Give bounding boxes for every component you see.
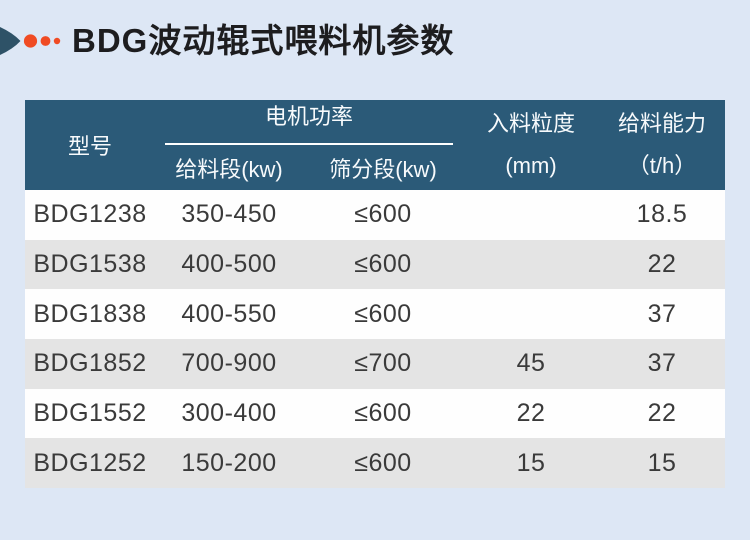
capacity-label-line1: 给料能力	[618, 111, 707, 136]
table-cell: 22	[647, 250, 677, 279]
table-cell	[463, 289, 599, 339]
arrow-dots-icon	[0, 27, 61, 55]
table-row: BDG1552 300-400 ≤600 22 22	[25, 388, 726, 439]
table-row: BDG1838 400-550 ≤600 37	[25, 289, 726, 340]
column-header-capacity: 给料能力 （t/h）	[599, 100, 726, 190]
table-row: BDG1238 350-450 ≤600 18.5	[25, 190, 726, 240]
feed-size-label-line2: (mm)	[505, 153, 557, 178]
table-row: BDG1852 700-900 ≤700 45 37	[25, 339, 726, 389]
table-header-row-2: 给料段(kw) 筛分段(kw)	[25, 145, 725, 190]
column-header-feed-section: 给料段(kw)	[155, 145, 303, 190]
table-cell: 37	[647, 349, 677, 378]
table-cell: ≤600	[354, 250, 412, 279]
table-cell	[463, 240, 599, 290]
table-cell: BDG1838	[33, 299, 147, 328]
table-cell: ≤600	[354, 399, 412, 428]
table-cell: 18.5	[636, 200, 688, 229]
title-bar: BDG波动辊式喂料机参数	[0, 21, 454, 61]
table-cell: 37	[647, 299, 677, 328]
table-cell: 400-500	[181, 250, 277, 279]
table-cell: BDG1852	[33, 349, 147, 378]
table-cell: 45	[516, 349, 546, 378]
funnel-shape	[0, 27, 21, 55]
column-header-feed-size: 入料粒度 (mm)	[463, 100, 600, 190]
column-header-model: 型号	[25, 100, 155, 190]
table-cell: BDG1252	[33, 448, 147, 477]
table-header-row-1: 型号 电机功率 入料粒度 (mm) 给料能力 （t/h）	[25, 100, 726, 190]
table-cell: BDG1238	[33, 200, 147, 229]
table-cell: ≤600	[354, 299, 412, 328]
dot-small	[53, 37, 61, 45]
table-cell: 22	[647, 399, 677, 428]
column-header-screen-section: 筛分段(kw)	[303, 145, 464, 190]
page-title: BDG波动辊式喂料机参数	[72, 22, 455, 59]
table-cell: 15	[516, 448, 546, 477]
table-cell: ≤600	[354, 200, 412, 229]
table-row: BDG1538 400-500 ≤600 22	[25, 239, 726, 290]
table-cell: 350-450	[181, 200, 277, 229]
column-header-motor-power: 电机功率	[155, 100, 464, 145]
table-body: BDG1238 350-450 ≤600 18.5 BDG1538 400-500 ≤600…	[25, 190, 726, 489]
table-cell: 150-200	[181, 448, 277, 477]
table-cell	[463, 190, 599, 240]
parameter-table: 型号 电机功率 入料粒度 (mm) 给料能力 （t/h） 给料段(kw) 筛分段…	[25, 100, 726, 489]
dot-large	[23, 34, 38, 48]
table-header: 型号 电机功率 入料粒度 (mm) 给料能力 （t/h） 给料段(kw) 筛分段…	[25, 100, 726, 190]
dot-medium	[40, 36, 51, 46]
table-cell: 300-400	[181, 399, 277, 428]
feed-size-label-line1: 入料粒度	[487, 111, 576, 136]
table-cell: BDG1552	[33, 399, 147, 428]
capacity-label-line2: （t/h）	[627, 153, 697, 178]
table-cell: BDG1538	[33, 250, 147, 279]
table-row: BDG1252 150-200 ≤600 15 15	[25, 438, 726, 489]
table-cell: 700-900	[181, 349, 277, 378]
table-cell: 400-550	[181, 299, 277, 328]
motor-power-label: 电机功率	[165, 100, 454, 145]
table-cell: ≤600	[354, 448, 412, 477]
table-cell: 22	[516, 399, 546, 428]
table-cell: ≤700	[354, 349, 412, 378]
table-cell: 15	[647, 448, 677, 477]
